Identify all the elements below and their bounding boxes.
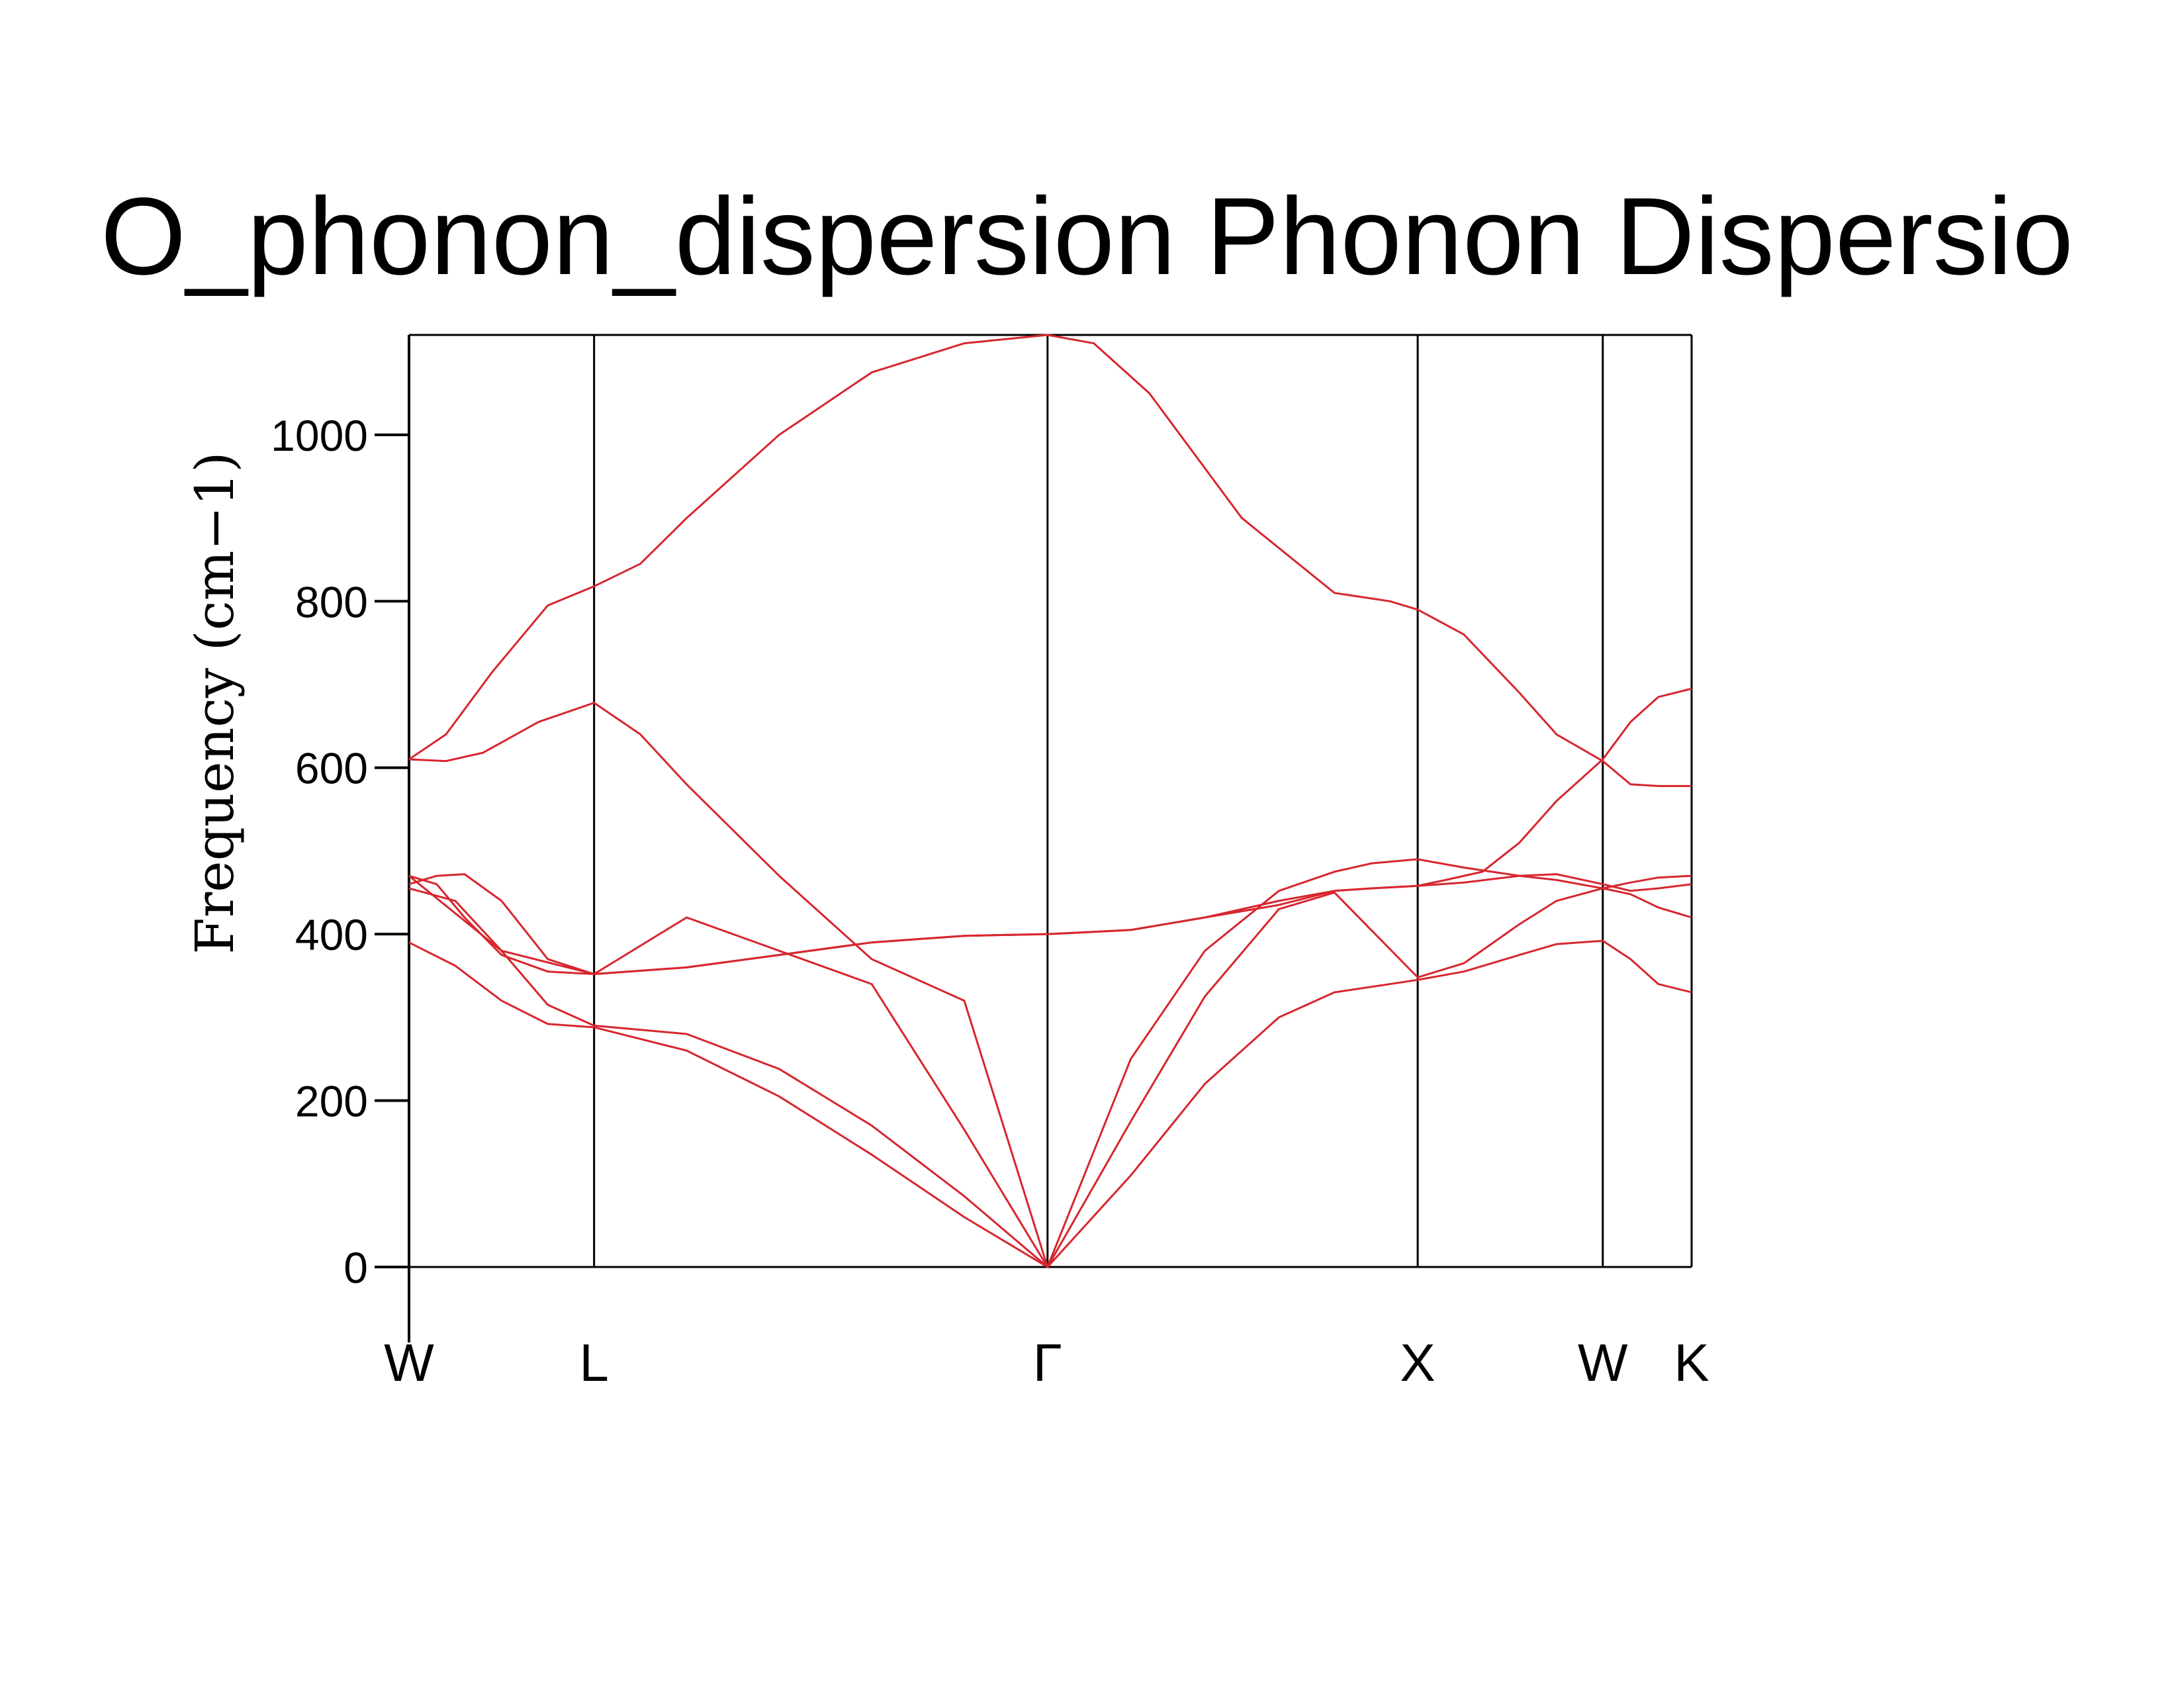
phonon-band-1 [408, 887, 1692, 1268]
y-tick-label-4: 800 [295, 577, 368, 626]
phonon-band-0 [408, 939, 1692, 1268]
y-tick-label-2: 400 [295, 910, 368, 959]
y-tick-label-5: 1000 [271, 411, 368, 460]
chart-title: O_phonon_dispersion Phonon Dispersio [101, 175, 2073, 298]
phonon-band-5 [408, 334, 1692, 787]
phonon-band-3 [408, 858, 1692, 1268]
x-tick-label-3: X [1400, 1333, 1435, 1392]
phonon-band-4 [408, 702, 1049, 1268]
phonon-band-6 [408, 687, 1692, 975]
y-tick-label-1: 200 [295, 1077, 368, 1126]
y-tick-label-3: 600 [295, 744, 368, 793]
x-tick-label-1: L [579, 1333, 609, 1392]
x-tick-label-0: W [384, 1333, 434, 1392]
y-tick-label-0: 0 [343, 1243, 368, 1292]
x-tick-label-4: W [1578, 1333, 1628, 1392]
y-axis-ticks: 0 200 400 600 800 1000 [271, 411, 409, 1292]
phonon-band-2 [408, 873, 1692, 975]
x-tick-label-5: K [1674, 1333, 1709, 1392]
y-axis-label: Frequency (cm−1) [184, 451, 246, 954]
high-symmetry-lines [593, 335, 1604, 1267]
phonon-bands [408, 334, 1692, 1268]
x-tick-label-2: Γ [1033, 1333, 1062, 1392]
plot-frame [408, 334, 1693, 1342]
